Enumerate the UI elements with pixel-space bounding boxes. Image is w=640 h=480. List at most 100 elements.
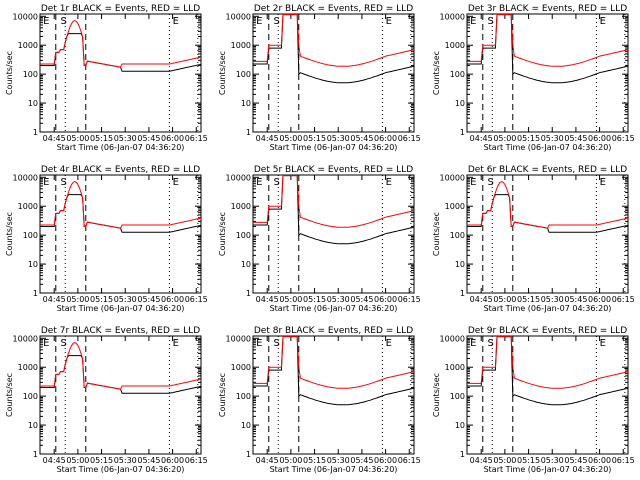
panel-title: Det 6r BLACK = Events, RED = LLD — [468, 165, 627, 175]
event-marker: E — [173, 16, 179, 27]
series-line-events — [253, 175, 415, 245]
y-tick-label: 10000 — [440, 173, 465, 182]
chart-panel-4: Det 4r BLACK = Events, RED = LLD 1 10 100 10… — [5, 165, 208, 313]
x-tick-label: 06:00 — [374, 295, 397, 304]
y-tick-label: 1 — [246, 128, 251, 137]
y-axis-label: Counts/sec — [5, 373, 14, 417]
x-tick-label: 05:15 — [90, 456, 113, 465]
y-tick-label: 10000 — [13, 12, 38, 21]
x-tick-label: 05:00 — [66, 295, 89, 304]
y-axis-label: Counts/sec — [432, 373, 441, 417]
x-tick-label: 06:00 — [161, 295, 184, 304]
x-tick-label: 06:15 — [185, 134, 208, 143]
event-marker: E — [470, 177, 476, 188]
x-tick-label: 05:00 — [279, 456, 302, 465]
plot-frame — [39, 13, 202, 133]
x-tick-label: 06:00 — [588, 295, 611, 304]
chart-panel-1: Det 1r BLACK = Events, RED = LLD 1 10 100 10… — [5, 4, 208, 152]
y-tick-label: 100 — [23, 392, 38, 401]
chart-panel-9: Det 9r BLACK = Events, RED = LLD 1 10 100 10… — [432, 326, 635, 474]
series-line-lld — [467, 14, 629, 67]
series-line-events — [467, 194, 629, 233]
y-tick-label: 1 — [246, 289, 251, 298]
x-tick-label: 06:15 — [612, 456, 635, 465]
x-tick-label: 05:15 — [303, 295, 326, 304]
event-marker: E — [470, 338, 476, 349]
series-line-lld — [467, 181, 629, 229]
series-line-lld — [40, 181, 202, 229]
panel-title: Det 9r BLACK = Events, RED = LLD — [468, 326, 627, 336]
y-tick-label: 1 — [460, 128, 465, 137]
x-tick-label: 06:15 — [185, 295, 208, 304]
x-axis-label: Start Time (06-Jan-07 04:36:20) — [484, 143, 612, 152]
event-marker: E — [600, 338, 606, 349]
x-tick-label: 05:15 — [517, 456, 540, 465]
event-marker: S — [488, 16, 494, 27]
y-tick-label: 100 — [450, 231, 465, 240]
y-axis-label: Counts/sec — [5, 51, 14, 95]
event-marker: E — [43, 16, 49, 27]
event-marker: E — [600, 16, 606, 27]
y-tick-label: 100 — [23, 70, 38, 79]
y-tick-label: 1 — [460, 289, 465, 298]
event-marker: S — [488, 338, 494, 349]
series-line-events — [467, 336, 629, 406]
x-axis-label: Start Time (06-Jan-07 04:36:20) — [57, 304, 185, 313]
x-tick-label: 04:45 — [470, 134, 493, 143]
x-tick-label: 05:45 — [350, 295, 373, 304]
x-tick-label: 05:45 — [564, 456, 587, 465]
y-tick-label: 100 — [236, 231, 251, 240]
x-tick-label: 06:15 — [398, 456, 421, 465]
y-tick-label: 1000 — [445, 363, 465, 372]
x-axis-label: Start Time (06-Jan-07 04:36:20) — [484, 465, 612, 474]
panel-title: Det 8r BLACK = Events, RED = LLD — [254, 326, 413, 336]
y-tick-label: 100 — [236, 392, 251, 401]
x-tick-label: 05:15 — [303, 134, 326, 143]
x-tick-label: 04:45 — [43, 295, 66, 304]
x-tick-label: 06:15 — [612, 134, 635, 143]
series-line-events — [40, 355, 202, 394]
y-tick-label: 100 — [23, 231, 38, 240]
x-tick-label: 05:00 — [279, 134, 302, 143]
x-tick-label: 05:45 — [137, 134, 160, 143]
x-axis-label: Start Time (06-Jan-07 04:36:20) — [270, 304, 398, 313]
y-tick-label: 1 — [33, 450, 38, 459]
chart-panel-5: Det 5r BLACK = Events, RED = LLD 1 10 100 10… — [218, 165, 421, 313]
x-tick-label: 04:45 — [470, 295, 493, 304]
x-tick-label: 05:45 — [137, 456, 160, 465]
plot-frame — [252, 13, 415, 133]
x-tick-label: 04:45 — [43, 456, 66, 465]
y-tick-label: 10 — [241, 260, 251, 269]
y-tick-label: 1 — [246, 450, 251, 459]
x-tick-label: 05:30 — [114, 456, 137, 465]
event-marker: E — [600, 177, 606, 188]
series-line-lld — [40, 342, 202, 390]
x-tick-label: 04:45 — [470, 456, 493, 465]
y-tick-label: 10 — [455, 421, 465, 430]
panel-title: Det 3r BLACK = Events, RED = LLD — [468, 4, 627, 14]
y-tick-label: 10 — [455, 99, 465, 108]
series-line-lld — [253, 14, 415, 67]
y-tick-label: 10 — [241, 421, 251, 430]
x-tick-label: 06:15 — [185, 456, 208, 465]
x-tick-label: 05:00 — [493, 134, 516, 143]
x-tick-label: 05:15 — [90, 134, 113, 143]
event-marker: S — [274, 16, 280, 27]
y-tick-label: 1000 — [18, 363, 38, 372]
chart-panel-7: Det 7r BLACK = Events, RED = LLD 1 10 100 10… — [5, 326, 208, 474]
event-marker: E — [470, 16, 476, 27]
y-tick-label: 10000 — [226, 173, 251, 182]
y-tick-label: 10000 — [226, 12, 251, 21]
y-tick-label: 1000 — [445, 41, 465, 50]
event-marker: E — [43, 177, 49, 188]
event-marker: E — [386, 177, 392, 188]
series-line-lld — [40, 20, 202, 68]
x-tick-label: 05:45 — [564, 295, 587, 304]
event-marker: E — [43, 338, 49, 349]
y-tick-label: 10 — [28, 260, 38, 269]
event-marker: S — [274, 177, 280, 188]
y-tick-label: 1 — [460, 450, 465, 459]
event-marker: E — [173, 177, 179, 188]
event-marker: S — [488, 177, 494, 188]
